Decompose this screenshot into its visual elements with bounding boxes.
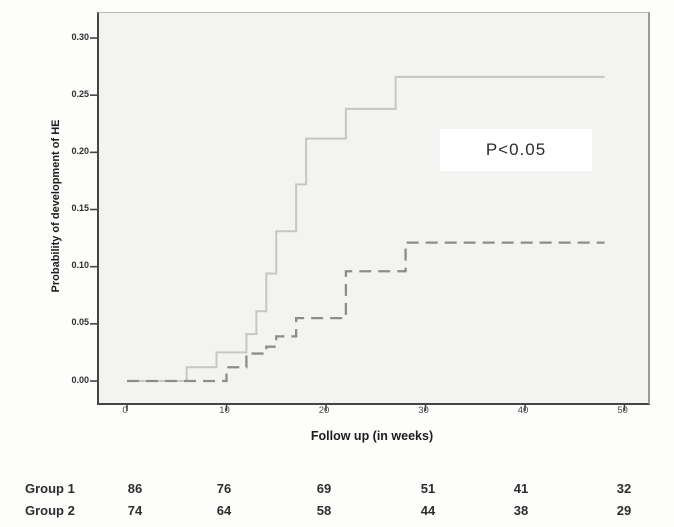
- risk-cell: 29: [616, 503, 632, 518]
- risk-cell: 41: [513, 481, 529, 496]
- y-tick-label: 0.15: [71, 203, 89, 213]
- p-value-label: P<0.05: [440, 129, 592, 171]
- risk-cell: 44: [420, 503, 436, 518]
- x-tick-label: 40: [517, 405, 529, 416]
- x-axis-title: Follow up (in weeks): [310, 429, 434, 443]
- y-tick-label: 0.20: [71, 145, 89, 156]
- x-tick-label: 50: [617, 405, 628, 416]
- x-tick-label: 10: [219, 405, 230, 416]
- curve-group-1: [127, 75, 605, 382]
- y-tick-label: 0.00: [71, 374, 89, 385]
- survival-step-plot: [90, 37, 626, 411]
- x-tick-label: 0: [122, 405, 128, 416]
- x-tick-label: 30: [418, 405, 429, 416]
- y-tick-label: 0.25: [71, 88, 89, 99]
- y-tick-label: 0.05: [71, 317, 89, 328]
- y-tick-label: 0.10: [71, 260, 89, 271]
- risk-cell: 76: [216, 481, 232, 496]
- risk-row-label: Group 1: [25, 481, 75, 496]
- risk-cell: 58: [316, 503, 332, 518]
- plot-area: P<0.05: [90, 12, 650, 411]
- risk-cell: 51: [420, 481, 436, 496]
- y-tick-label: 0.30: [71, 31, 89, 42]
- risk-row-label: Group 2: [25, 503, 75, 518]
- risk-cell: 64: [216, 503, 232, 518]
- risk-cell: 69: [316, 481, 332, 496]
- risk-cell: 86: [127, 481, 143, 496]
- risk-cell: 32: [616, 481, 632, 496]
- curve-group-2: [127, 241, 605, 383]
- risk-cell: 74: [127, 503, 143, 518]
- risk-cell: 38: [513, 503, 529, 518]
- x-tick-label: 20: [318, 405, 330, 416]
